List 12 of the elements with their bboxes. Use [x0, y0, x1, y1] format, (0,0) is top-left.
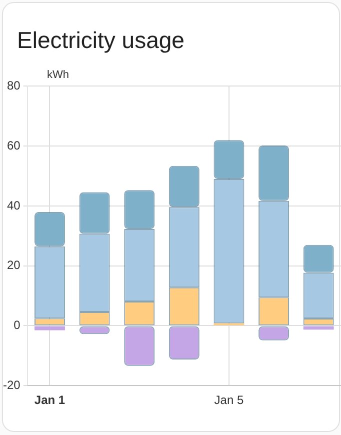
- y-tick-label: 40: [6, 198, 21, 212]
- y-tick-label: 80: [6, 78, 21, 93]
- y-tick-label: -20: [3, 378, 21, 392]
- bar: [34, 326, 65, 330]
- y-axis-title: kWh: [47, 69, 69, 81]
- y-tick-label: 20: [6, 258, 21, 272]
- x-tick-label: Jan 1: [34, 393, 66, 408]
- x-tick-label: Jan 5: [214, 393, 244, 408]
- bar: [303, 326, 334, 330]
- y-tick-label: 0: [14, 318, 21, 332]
- chart-title: Electricity usage: [17, 27, 184, 54]
- y-tick-label: 60: [6, 138, 21, 152]
